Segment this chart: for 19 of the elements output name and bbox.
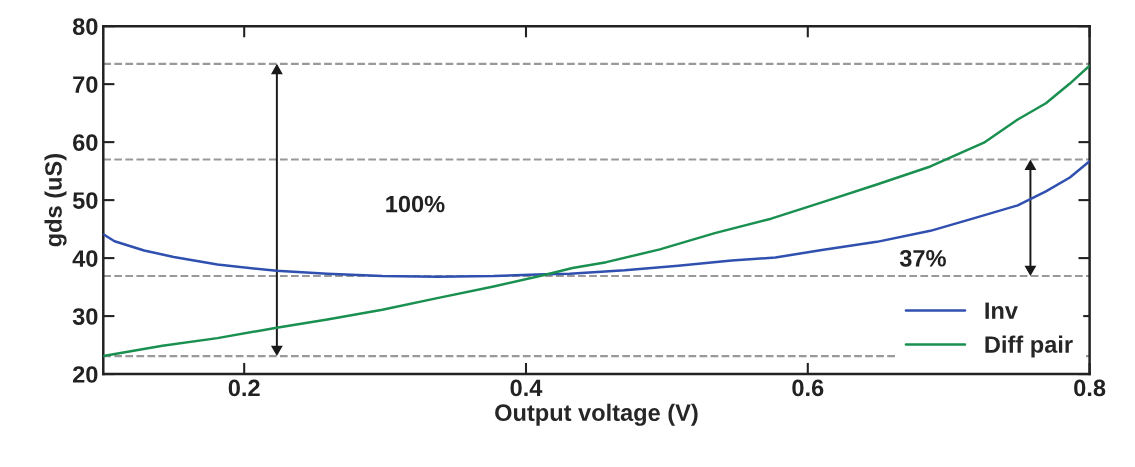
line-series (103, 64, 1090, 358)
y-axis-title: gds (uS) (44, 154, 67, 247)
y-tick-label: 50 (72, 192, 98, 209)
x-axis-title: Output voltage (V) (495, 403, 698, 426)
legend-label: Inv (985, 302, 1018, 319)
annotation: 37% (899, 249, 946, 267)
y-tick-label: 30 (72, 308, 98, 325)
y-tick-label: 80 (72, 18, 98, 35)
y-tick-label: 20 (72, 366, 98, 383)
legend-label: Diff pair (985, 335, 1073, 358)
x-tick-label: 0.8 (1074, 379, 1106, 397)
line-series (103, 160, 1090, 278)
y-tick-label: 70 (73, 76, 98, 93)
x-tick-label: 0.2 (228, 379, 260, 397)
x-tick-label: 0.4 (510, 379, 543, 397)
y-tick-label: 60 (73, 134, 98, 151)
y-tick-label: 40 (72, 250, 98, 267)
annotation: 100% (386, 195, 445, 213)
x-tick-label: 0.6 (792, 379, 824, 397)
